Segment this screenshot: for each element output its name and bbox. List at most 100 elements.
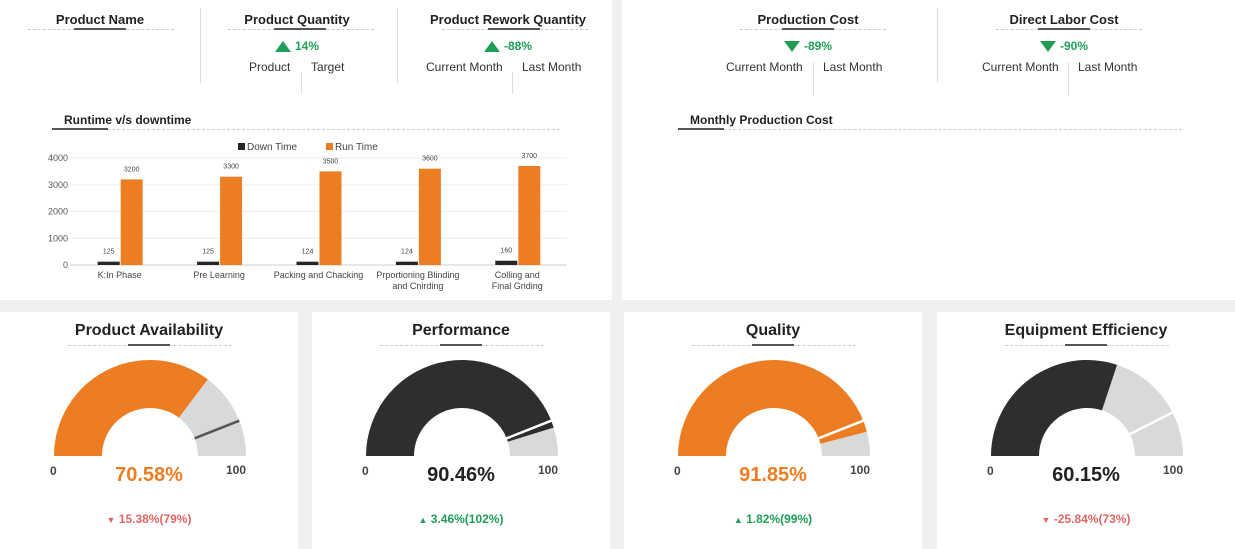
- gauge-remainder: [507, 427, 558, 456]
- gauge-chart: [678, 360, 870, 456]
- runtime-bar-chart: 0 1000 2000 3000 4000 Down Time Run Time 125 320…: [48, 142, 567, 291]
- gauge-value: 90.46%: [427, 464, 495, 486]
- gauge-target-marker: [818, 419, 864, 440]
- kpi-direct-labor-delta: -90%: [1039, 39, 1088, 53]
- gauge-target-marker: [1129, 411, 1174, 436]
- gauge-value: 60.15%: [1052, 464, 1120, 486]
- gauge-delta: ▼ 15.38%(79%): [106, 512, 192, 526]
- kpi-production-cost-delta: -89%: [783, 39, 832, 53]
- y-tick-label: 4000: [48, 153, 68, 163]
- gauge-delta: ▲ 1.82%(99%): [733, 512, 813, 526]
- kpi-col-label: Product: [249, 60, 291, 74]
- down-arrow-icon: [1039, 40, 1056, 52]
- kpi-col-label: Current Month: [426, 60, 503, 74]
- down-arrow-icon: [783, 40, 800, 52]
- data-label: 3600: [422, 156, 438, 163]
- bar-down-time: [97, 261, 120, 265]
- data-label: 160: [500, 248, 512, 255]
- gauge-max-label: 100: [1163, 463, 1184, 477]
- data-label: 125: [202, 249, 214, 256]
- gauge-value: 91.85%: [739, 464, 807, 486]
- gauge-min-label: 0: [362, 464, 369, 478]
- gauge-remainder: [820, 431, 870, 456]
- legend-label: Down Time: [247, 142, 297, 153]
- data-label: 124: [302, 249, 314, 256]
- bar-down-time: [495, 260, 518, 265]
- down-arrow-icon: ▼: [106, 515, 116, 525]
- data-label: 124: [401, 249, 413, 256]
- bar-down-time: [296, 261, 319, 265]
- up-arrow-icon: [274, 40, 291, 52]
- bar-down-time: [197, 261, 220, 265]
- gauge-fill: [54, 360, 208, 456]
- kpi-col-label: Current Month: [726, 60, 803, 74]
- y-tick-label: 2000: [48, 207, 68, 217]
- legend-swatch: [238, 143, 245, 150]
- bar-run-time: [120, 179, 143, 265]
- kpi-col-label: Last Month: [522, 60, 582, 74]
- gauge-title: Product Availability: [74, 322, 224, 339]
- up-arrow-icon: [483, 40, 500, 52]
- gauge-fill: [366, 359, 554, 456]
- kpi-col-label: Last Month: [1078, 60, 1138, 74]
- kpi-col-label: Current Month: [982, 60, 1059, 74]
- gauge-max-label: 100: [538, 463, 559, 477]
- kpi-product-rework-title: Product Rework Quantity: [429, 12, 587, 27]
- gauge-card-product-availability: Product Availability 0 100 70.58% ▼ 15.3…: [0, 312, 298, 549]
- gauge-chart: [54, 360, 246, 456]
- kpi-product-name-title: Product Name: [55, 12, 145, 27]
- gauge-chart: [366, 359, 558, 456]
- data-label: 3300: [223, 164, 239, 171]
- gauge-min-label: 0: [50, 464, 57, 478]
- top-right-panel: Production Cost -89% Current Month Last …: [622, 0, 1235, 300]
- kpi-product-quantity-title: Product Quantity: [244, 12, 350, 27]
- y-tick-label: 0: [63, 260, 68, 270]
- kpi-product-quantity-delta: 14%: [274, 39, 319, 53]
- bar-run-time: [418, 168, 441, 265]
- up-arrow-icon: ▲: [418, 515, 428, 525]
- gauge-chart: [991, 360, 1183, 456]
- legend-label: Run Time: [335, 142, 378, 153]
- bar-run-time: [220, 176, 243, 265]
- x-tick-label: Packing and Chacking: [274, 270, 364, 280]
- x-tick-label: Pre Learning: [193, 270, 245, 280]
- kpi-col-label: Last Month: [823, 60, 883, 74]
- y-tick-label: 3000: [48, 180, 68, 190]
- x-tick-label: K:In Phase: [98, 270, 142, 280]
- gauge-fill: [678, 360, 867, 456]
- gauge-title: Performance: [412, 322, 510, 339]
- gauge-title: Equipment Efficiency: [1004, 322, 1168, 339]
- kpi-col-label: Target: [311, 60, 345, 74]
- top-left-panel: Product Name Product Quantity 14% Produc…: [0, 0, 612, 300]
- data-label: 3700: [522, 153, 538, 160]
- gauge-delta: ▼ -25.84%(73%): [1041, 512, 1131, 526]
- gauge-min-label: 0: [674, 464, 681, 478]
- gauge-max-label: 100: [850, 463, 871, 477]
- gauge-target-marker: [506, 419, 552, 440]
- data-label: 3500: [323, 158, 339, 165]
- gauge-card-quality: Quality 0 100 91.85% ▲ 1.82%(99%): [624, 312, 922, 549]
- gauge-min-label: 0: [987, 464, 994, 478]
- gauge-fill: [991, 360, 1118, 456]
- section-title-monthly-cost: Monthly Production Cost: [690, 113, 833, 127]
- bar-run-time: [319, 171, 342, 265]
- gauge-remainder: [1102, 364, 1183, 456]
- kpi-product-rework-delta: -88%: [483, 39, 532, 53]
- gauge-max-label: 100: [226, 463, 247, 477]
- data-label: 125: [103, 249, 115, 256]
- gauge-value: 70.58%: [115, 464, 183, 486]
- up-arrow-icon: ▲: [733, 515, 743, 525]
- bar-down-time: [395, 261, 418, 265]
- gauge-delta: ▲ 3.46%(102%): [418, 512, 504, 526]
- x-tick-label: Prportioning Blinding and Cnirding: [376, 270, 459, 291]
- gauge-title: Quality: [745, 322, 801, 339]
- kpi-direct-labor-title: Direct Labor Cost: [1009, 12, 1119, 27]
- bar-run-time: [518, 166, 541, 265]
- y-tick-label: 1000: [48, 233, 68, 243]
- x-tick-label: Colling and Final Griding: [492, 270, 543, 291]
- gauge-card-equipment-efficiency: Equipment Efficiency 0 100 60.15% ▼ -25.…: [937, 312, 1235, 549]
- kpi-production-cost-title: Production Cost: [757, 12, 859, 27]
- section-title-runtime: Runtime v/s downtime: [64, 113, 192, 127]
- legend-swatch: [326, 143, 333, 150]
- data-label: 3200: [124, 166, 140, 173]
